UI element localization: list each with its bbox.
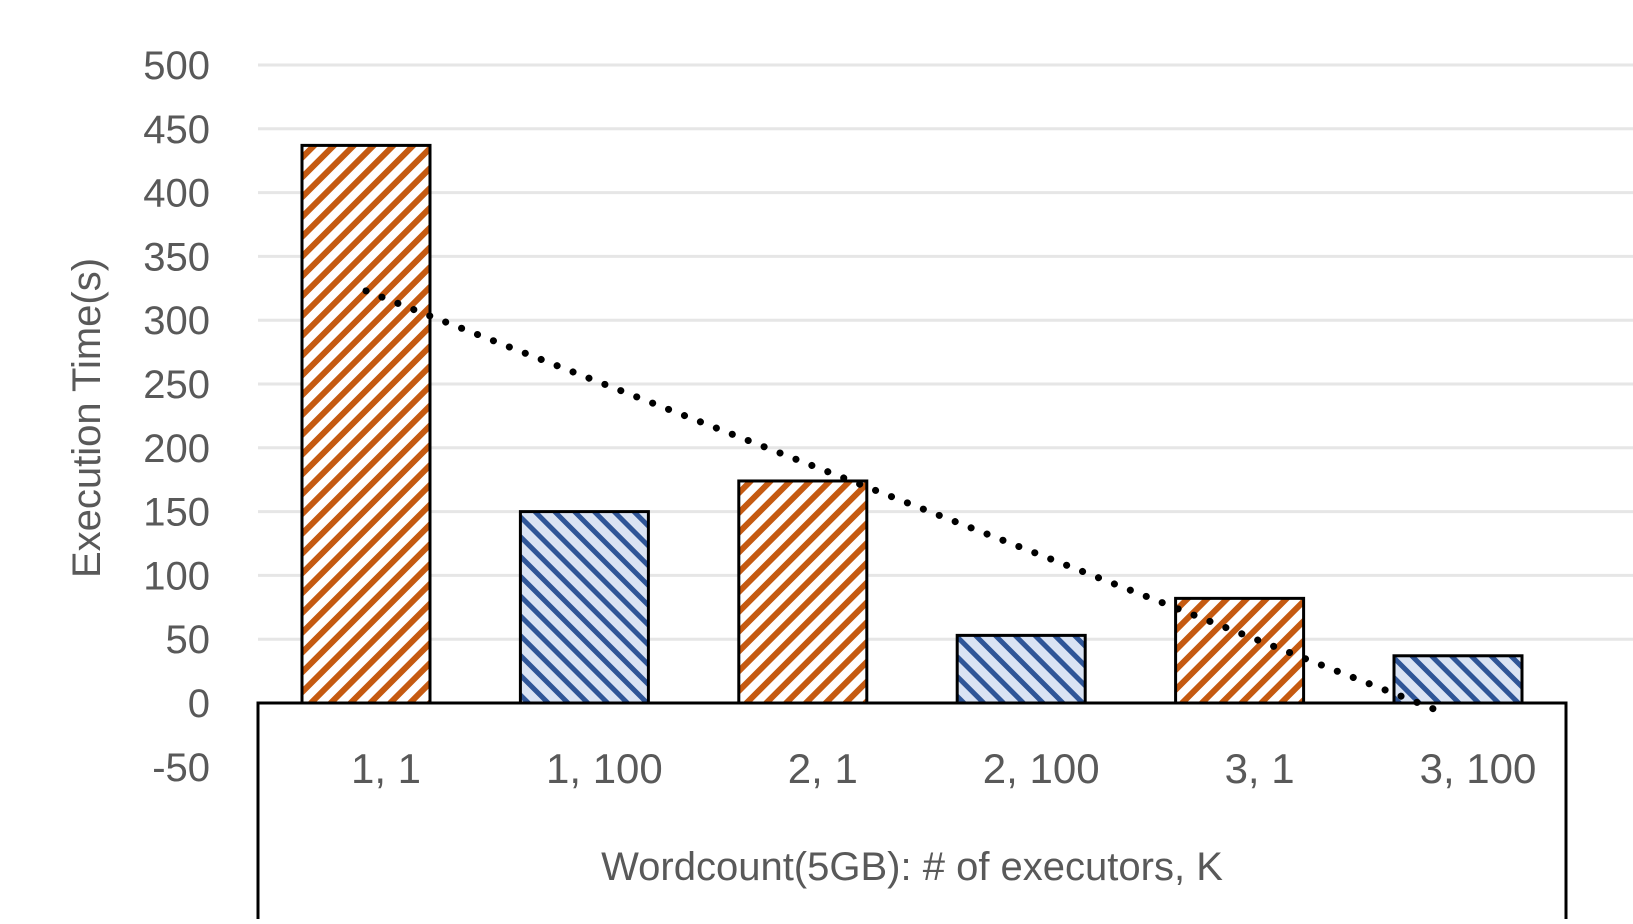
trendline-path [362, 287, 1442, 715]
y-tick-label: 250 [143, 363, 210, 407]
y-tick-label: 50 [166, 618, 211, 662]
bar [737, 479, 869, 705]
gridlines [258, 63, 1633, 641]
y-tick-label: 500 [143, 44, 210, 88]
y-tick-label: 350 [143, 235, 210, 279]
y-tick-label: 450 [143, 108, 210, 152]
y-tick-label: 0 [188, 682, 210, 726]
x-axis-label: Wordcount(5GB): # of executors, K [601, 845, 1223, 889]
x-tick-label: 3, 100 [1420, 745, 1537, 792]
y-tick-label: 200 [143, 427, 210, 471]
y-axis-label: Execution Time(s) [65, 258, 109, 578]
bars [300, 143, 1524, 705]
y-tick-label: 300 [143, 299, 210, 343]
x-tick-labels: 1, 1 1, 100 2, 1 2, 100 3, 1 3, 100 [351, 745, 1536, 792]
bar [518, 510, 650, 705]
bar [1174, 596, 1306, 705]
x-tick-label: 1, 100 [546, 745, 663, 792]
x-tick-label: 2, 100 [983, 745, 1100, 792]
bar [300, 143, 432, 705]
trendline [362, 287, 1442, 715]
bar [1392, 654, 1524, 705]
y-tick-label: 400 [143, 172, 210, 216]
y-tick-label: 100 [143, 554, 210, 598]
x-tick-label: 2, 1 [788, 745, 858, 792]
x-tick-label: 1, 1 [351, 745, 421, 792]
bar [955, 633, 1087, 705]
y-tick-label: -50 [152, 746, 210, 790]
y-tick-label: 150 [143, 491, 210, 535]
x-axis-box-frame [256, 701, 1568, 924]
x-axis-box [256, 701, 1568, 924]
x-tick-label: 3, 1 [1225, 745, 1295, 792]
